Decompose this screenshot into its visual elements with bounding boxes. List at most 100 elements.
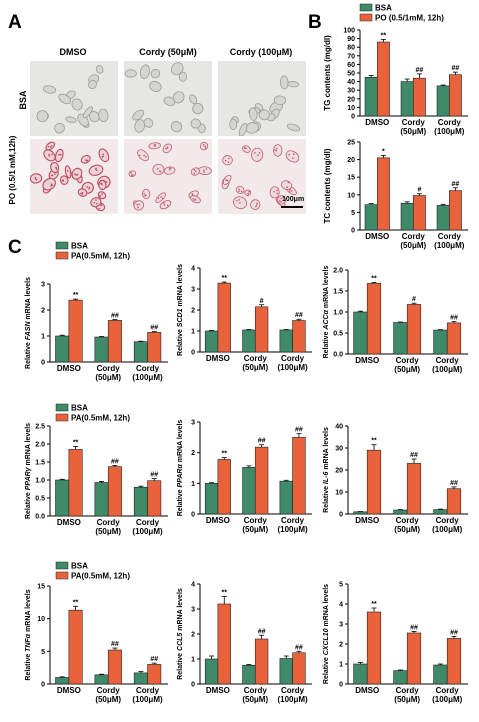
significance-mark: ** [73,440,79,447]
lipid-droplet [98,207,100,210]
cell [189,94,198,105]
micrograph-bsa-cordy100 [218,61,306,136]
category-label: Cordy [244,354,268,363]
category-label: (100μM) [277,525,308,534]
category-label: (100μM) [432,525,463,534]
cell [286,123,301,132]
category-label: (100μM) [432,695,463,704]
lipid-droplet [138,154,141,157]
bar-treated [448,74,462,117]
y-tick-label: 1.5 [35,460,45,467]
lipid-droplet [203,171,206,173]
bar-treated [446,638,462,685]
lipid-droplet [275,149,278,152]
y-axis-label: Relative SCD1 mRNA levels [177,264,184,356]
y-axis-label: Relative FASN mRNA levels [25,277,32,369]
category-label: (50μM) [242,363,268,372]
bar-treated [107,649,122,685]
bar-treated [107,320,122,363]
y-axis-label: Relative TNFα mRNA levels [25,589,32,680]
lipid-droplet [48,155,51,157]
legend-swatch-control [55,561,69,570]
category-label: (100μM) [432,365,463,374]
legend-label: PA(0.5mM, 12h) [71,572,130,581]
bar-control [353,311,368,355]
significance-mark: ## [416,67,424,74]
lipid-droplet [130,174,133,176]
row-label-po-text: PO (0.5/1 mM,12h) [8,135,17,205]
significance-mark: * [382,148,385,155]
significance-mark: ## [452,181,460,188]
bar-control [133,672,148,685]
cell [80,154,91,164]
y-label-gene: CCL5 [177,633,184,651]
lipid-droplet [254,152,256,154]
lipid-droplet [101,193,103,195]
y-label-prefix: Relative [25,490,32,519]
lipid-droplet [81,193,84,195]
y-label-suffix: mRNA levels [25,277,32,322]
y-tick-label: 2 [339,642,343,649]
chart-cxcl10: 0 1 2 3 4 5 Relative CXCL10 mRNA levels ** DMSO #… [323,582,468,704]
significance-mark: ## [150,325,158,332]
cell [178,71,188,82]
y-tick-label: 2.5 [35,424,45,431]
cell [98,108,109,123]
category-label: DMSO [206,354,230,363]
y-tick-label: 30 [347,88,355,95]
micrograph-po-cordy50 [124,139,212,214]
y-tick-label: 0 [191,350,195,357]
cell [82,106,93,119]
bar-treated [292,652,306,685]
lipid-droplet [164,147,167,150]
bar-control [242,664,256,685]
y-tick-label: 0.0 [35,514,45,521]
y-tick-label: 2.0 [333,268,343,275]
y-tick-label: 0 [339,512,343,519]
y-tick-label: 4 [191,266,195,273]
bar-treated [406,463,422,515]
y-label-prefix: Relative [323,655,330,684]
bar-treated [376,41,390,117]
category-label: Cordy [136,364,160,373]
legend-swatch-control [55,241,69,250]
y-tick-label: 20 [335,468,343,475]
legend-label: BSA [71,404,88,413]
lipid-droplet [166,147,169,149]
bar-control [133,486,148,517]
y-tick-label: 15 [347,175,355,182]
significance-mark: # [417,187,421,194]
cell [36,110,49,123]
y-label-prefix: Relative [25,340,32,369]
y-tick-label: 4 [191,582,195,589]
lipid-droplet [88,186,91,189]
cell [124,69,137,78]
lipid-droplet [51,153,53,156]
lipid-droplet [55,168,58,170]
bar-control [393,509,408,515]
y-label-prefix: Relative [323,484,330,513]
category-label: (50μM) [95,695,121,704]
y-tick-label: 3 [339,622,343,629]
category-label: Cordy [436,686,460,695]
significance-mark: ## [295,427,303,434]
cell [170,121,183,133]
y-label-gene: TNFα [25,633,32,652]
y-tick-label: 70 [347,53,355,60]
y-label-prefix: Relative [323,330,330,359]
bar-control [94,482,109,517]
lipid-droplet [130,171,132,174]
y-label-prefix: Relative [177,327,184,356]
lipid-droplet [293,153,295,155]
lipid-droplet [195,170,197,172]
lipid-droplet [88,187,90,190]
legend-label: BSA [375,4,392,13]
bar-control [204,658,219,685]
lipid-droplet [227,161,230,163]
y-tick-label: 0 [351,228,355,235]
cell [88,80,97,90]
y-tick-label: 2 [191,632,195,639]
cell [281,180,293,191]
bar-treated [448,190,462,231]
cell [273,144,283,157]
